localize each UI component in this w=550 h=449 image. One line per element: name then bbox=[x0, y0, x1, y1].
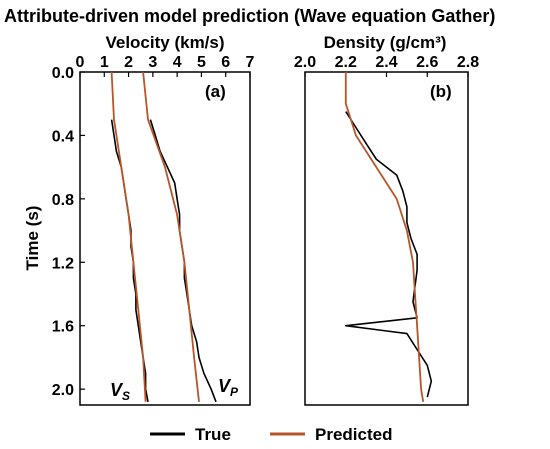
panel-b-lines bbox=[344, 72, 433, 402]
panel-a-x-tick-label: 3 bbox=[148, 54, 157, 71]
y-tick-label: 2.0 bbox=[52, 382, 74, 399]
panel-a-y-ticks: 0.0 0.4 0.8 1.2 1.6 2.0 bbox=[52, 65, 85, 399]
y-tick-label: 0.8 bbox=[52, 192, 74, 209]
panel-a-x-tick-label: 1 bbox=[100, 54, 109, 71]
panel-b-true-line bbox=[344, 111, 433, 398]
vp-label-main: V bbox=[218, 376, 232, 396]
panel-a-x-tick-label: 5 bbox=[197, 54, 206, 71]
y-tick-label: 1.2 bbox=[52, 255, 74, 272]
panel-a-label: (a) bbox=[205, 82, 226, 101]
panel-b-frame bbox=[304, 71, 469, 406]
panel-a-x-tick-label: 6 bbox=[221, 54, 230, 71]
y-tick-label: 0.4 bbox=[52, 128, 74, 145]
panel-b-x-ticks: 2.0 2.2 2.4 2.6 2.8 bbox=[294, 54, 479, 77]
panel-b: Density (g/cm³) 2.0 2.2 2.4 2.6 2.8 (b) bbox=[294, 33, 479, 406]
legend-true-label: True bbox=[195, 425, 231, 444]
panel-a-x-tick-label: 2 bbox=[124, 54, 133, 71]
panel-a-vp-predicted-line bbox=[142, 71, 200, 402]
chart-title: Attribute-driven model prediction (Wave … bbox=[4, 6, 495, 26]
y-tick-label: 0.0 bbox=[52, 65, 74, 82]
panel-b-x-tick-label: 2.4 bbox=[375, 54, 397, 71]
panel-b-x-tick-label: 2.2 bbox=[335, 54, 357, 71]
panel-a-x-tick-label: 4 bbox=[173, 54, 182, 71]
panel-a-lines bbox=[110, 71, 217, 403]
vs-label-main: V bbox=[110, 380, 124, 400]
panel-b-x-tick-label: 2.6 bbox=[416, 54, 438, 71]
panel-a-vs-predicted-line bbox=[110, 71, 147, 402]
vp-curve-label: VP bbox=[218, 376, 239, 399]
y-axis-label: Time (s) bbox=[23, 206, 42, 271]
legend-predicted-label: Predicted bbox=[315, 425, 392, 444]
panel-b-predicted-line bbox=[344, 72, 425, 402]
panel-a-x-tick-label: 0 bbox=[76, 54, 85, 71]
panel-b-x-axis-label: Density (g/cm³) bbox=[324, 33, 447, 52]
legend: True Predicted bbox=[150, 425, 392, 444]
panel-a-frame bbox=[79, 71, 251, 406]
y-tick-label: 1.6 bbox=[52, 319, 74, 336]
vs-curve-label: VS bbox=[110, 380, 130, 403]
vs-label-sub: S bbox=[122, 389, 130, 403]
panel-b-x-tick-label: 2.0 bbox=[294, 54, 316, 71]
panel-b-label: (b) bbox=[430, 82, 452, 101]
panel-a-x-axis-label: Velocity (km/s) bbox=[105, 33, 224, 52]
vp-label-sub: P bbox=[230, 385, 239, 399]
panel-a-vp-true-line bbox=[149, 119, 217, 403]
panel-b-x-tick-label: 2.8 bbox=[457, 54, 479, 71]
panel-a-x-tick-label: 7 bbox=[246, 54, 255, 71]
